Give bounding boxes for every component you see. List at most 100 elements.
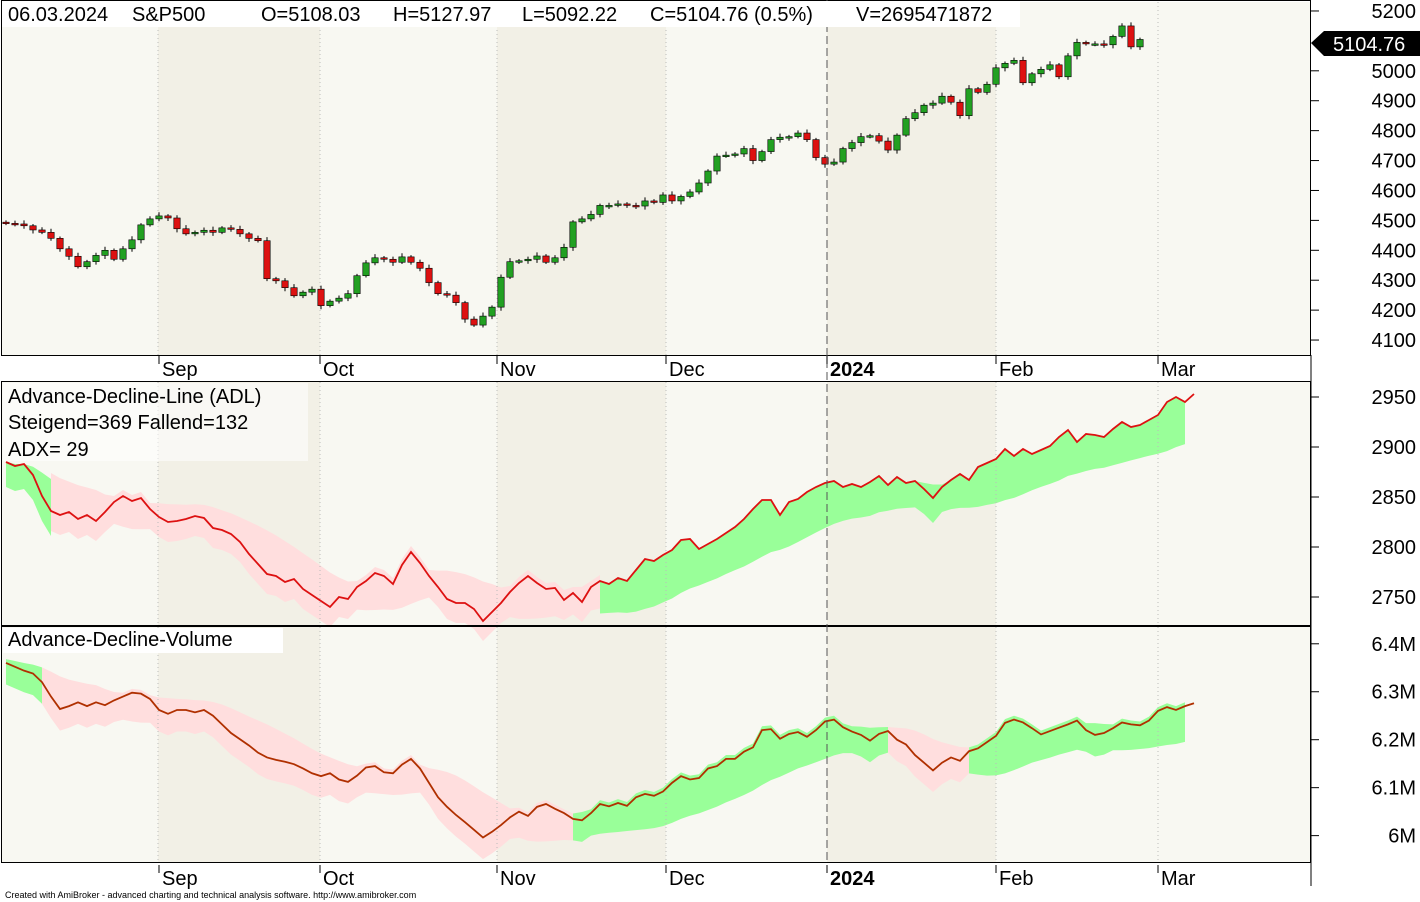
shade-band <box>2 2 158 355</box>
y-tick-label: 6.4M <box>1372 634 1416 656</box>
candle-body <box>992 67 1000 85</box>
y-tick-label: 2900 <box>1372 437 1417 459</box>
candle-body <box>209 229 217 233</box>
candle-body <box>1118 25 1126 37</box>
candle-body <box>749 148 757 161</box>
month-label: Oct <box>323 868 355 890</box>
candle-body <box>947 95 955 103</box>
candle-body <box>182 228 190 235</box>
candle-body <box>767 139 775 152</box>
candle-body <box>1046 64 1054 70</box>
month-label: Dec <box>669 359 705 381</box>
candle-body <box>407 256 415 263</box>
candle-body <box>308 288 316 293</box>
candle-body <box>785 136 793 139</box>
candle-body <box>956 101 964 116</box>
candle-body <box>866 135 874 138</box>
candle-body <box>155 215 163 220</box>
adl-cloud <box>6 462 51 536</box>
candle-body <box>803 132 811 140</box>
candle-body <box>353 275 361 294</box>
candle-body <box>299 291 307 297</box>
month-label: Mar <box>1161 359 1196 381</box>
adv-y-axis: 6M 6.1M 6.2M 6.3M 6.4M <box>1311 634 1416 848</box>
candle-body <box>848 142 856 149</box>
shade-band <box>827 2 996 355</box>
candle-body <box>245 233 253 239</box>
price-y-axis: 4100 4200 4300 4400 4500 4600 4700 4800 4900 5000… <box>1311 1 1416 352</box>
y-tick-label: 4200 <box>1372 300 1417 322</box>
candle-body <box>1127 25 1135 48</box>
candle-body <box>362 262 370 277</box>
candle-body <box>1082 42 1090 45</box>
candle-body <box>560 247 568 259</box>
adl-y-axis: 2750 2800 2850 2900 2950 <box>1311 387 1416 609</box>
candle-body <box>731 153 739 156</box>
candle-body <box>272 278 280 282</box>
adv-title: Advance-Decline-Volume <box>8 629 233 651</box>
month-label: Mar <box>1161 868 1196 890</box>
candle-body <box>20 223 28 227</box>
candle-body <box>137 224 145 241</box>
candle-body <box>488 306 496 317</box>
month-label: 2024 <box>830 359 875 381</box>
price-header: 06.03.2024 S&P500 O=5108.03 H=5127.97 L=… <box>2 1 1020 27</box>
month-axis-top: Sep Oct Nov Dec 2024 Feb Mar <box>158 356 1196 381</box>
shade-band <box>996 382 1158 625</box>
panel-borders <box>1 0 1312 886</box>
header-high: H=5127.97 <box>393 4 491 26</box>
header-open: O=5108.03 <box>261 4 361 26</box>
month-axis-bottom: Sep Oct Nov Dec 2024 Feb Mar <box>158 865 1196 890</box>
candle-body <box>533 255 541 260</box>
candle-body <box>668 194 676 202</box>
candle-body <box>344 293 352 299</box>
candle-body <box>686 191 694 197</box>
month-label: Sep <box>162 359 198 381</box>
candle-body <box>794 132 802 137</box>
candle-body <box>1073 42 1081 57</box>
header-volume: V=2695471872 <box>856 4 992 26</box>
candle-body <box>128 239 136 250</box>
candle-body <box>677 196 685 202</box>
adl-adx: ADX= 29 <box>8 439 89 461</box>
header-symbol: S&P500 <box>132 4 205 26</box>
candle-body <box>38 229 46 233</box>
shade-band <box>320 2 497 355</box>
candle-body <box>434 282 442 294</box>
candle-body <box>497 276 505 308</box>
candle-body <box>470 318 478 326</box>
candle-body <box>380 257 388 260</box>
candle-body <box>452 294 460 303</box>
candle-body <box>1001 63 1009 69</box>
candle-body <box>11 223 19 226</box>
y-tick-label: 2950 <box>1372 387 1417 409</box>
adv-cloud <box>969 702 1185 776</box>
candle-body <box>416 261 424 269</box>
shade-band <box>1158 627 1310 862</box>
candle-body <box>875 135 883 142</box>
y-tick-label: 4500 <box>1372 210 1417 232</box>
candle-body <box>983 83 991 93</box>
y-tick-label: 4900 <box>1372 91 1417 113</box>
candle-body <box>569 221 577 248</box>
candle-body <box>641 200 649 207</box>
candle-body <box>317 288 325 306</box>
candle-body <box>776 136 784 140</box>
y-tick-label: 4700 <box>1372 151 1417 173</box>
last-price-badge: 5104.76 <box>1311 31 1420 56</box>
candle-body <box>389 258 397 263</box>
candle-body <box>29 225 37 231</box>
y-tick-label: 2800 <box>1372 537 1417 559</box>
y-tick-label: 2850 <box>1372 487 1417 509</box>
candle-body <box>542 255 550 263</box>
shade-band <box>666 2 827 355</box>
candle-body <box>101 249 109 256</box>
y-tick-label: 6M <box>1388 826 1416 848</box>
candle-body <box>119 248 127 260</box>
candle-body <box>2 221 10 224</box>
candle-body <box>335 297 343 302</box>
header-low: L=5092.22 <box>522 4 617 26</box>
y-tick-label: 4800 <box>1372 121 1417 143</box>
y-tick-label: 4600 <box>1372 180 1417 202</box>
adv-cloud <box>6 659 42 704</box>
